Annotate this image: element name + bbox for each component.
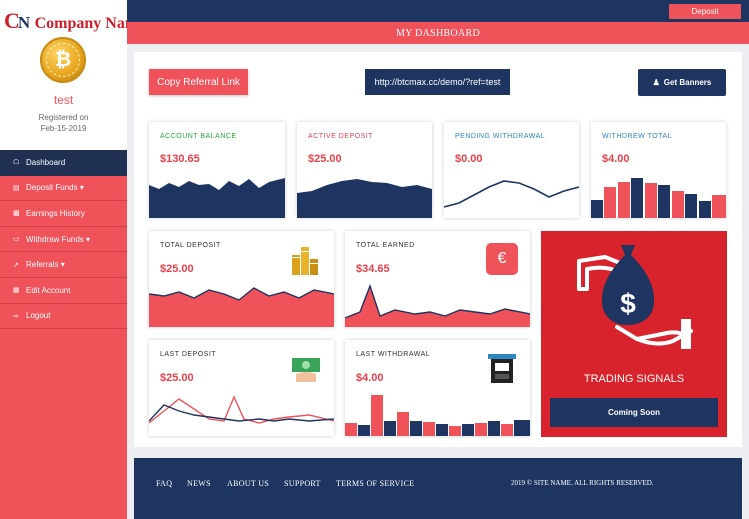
line-chart <box>444 180 579 208</box>
copy-referral-link-button[interactable]: Copy Referral Link <box>149 69 248 95</box>
stat-card-last-deposit: LAST DEPOSIT $25.00 <box>149 340 334 436</box>
stat-value: $25.00 <box>160 372 194 384</box>
sidebar-item-earnings-history[interactable]: ▩ Earnings History <box>0 201 127 227</box>
stat-label: LAST DEPOSIT <box>160 351 217 358</box>
logo-mark: CN <box>4 8 30 33</box>
user-name: test <box>53 93 74 107</box>
page-title: MY DASHBOARD <box>127 22 749 44</box>
footer-link-faq[interactable]: FAQ <box>156 479 173 488</box>
footer-link-terms-of-service[interactable]: TERMS OF SERVICE <box>336 479 415 488</box>
svg-text:$: $ <box>620 288 636 319</box>
sidebar-item-dashboard[interactable]: ☖ Dashboard <box>0 150 127 176</box>
stat-label: LAST WITHDRAWAL <box>356 351 431 358</box>
stat-card-active-deposit: ACTIVE DEPOSIT $25.00 <box>297 122 432 218</box>
stat-card-withdrew-total: WITHDREW TOTAL $4.00 <box>591 122 726 218</box>
company-name: Company Name <box>34 15 146 32</box>
chevron-down-icon: ▾ <box>79 183 84 193</box>
stat-value: $0.00 <box>455 153 483 165</box>
stat-label: ACCOUNT BALANCE <box>160 133 237 140</box>
logo[interactable]: CN Company Name <box>4 8 146 33</box>
stat-label: ACTIVE DEPOSIT <box>308 133 373 140</box>
trading-signals-title: TRADING SIGNALS <box>583 373 685 385</box>
stat-value: $25.00 <box>308 153 342 165</box>
cash-hand-icon <box>292 358 320 382</box>
sidebar-profile: CN Company Name ₿ test Registered on Feb… <box>0 0 145 150</box>
bar-chart <box>345 395 530 436</box>
chevron-down-icon: ▾ <box>60 260 65 270</box>
bitcoin-coin-icon: ₿ <box>40 37 86 83</box>
sidebar-item-edit-account[interactable]: ▦ Edit Account <box>0 278 127 304</box>
bar-chart-icon: ▩ <box>13 210 20 218</box>
stat-card-last-withdrawal: LAST WITHDRAWAL $4.00 <box>345 340 530 436</box>
euro-wallet-icon: € <box>486 243 518 275</box>
sidebar-item-logout[interactable]: ⇨ Logout <box>0 304 127 330</box>
stat-value: $130.65 <box>160 153 200 165</box>
coin-stack-icon <box>292 247 318 275</box>
footer-link-support[interactable]: SUPPORT <box>284 479 321 488</box>
money-icon: ▭ <box>13 236 20 244</box>
referral-url[interactable]: http://btcmax.cc/demo/?ref=test <box>365 69 510 95</box>
users-icon: ♟ <box>652 78 660 87</box>
money-bag-hand-icon: $ <box>577 245 693 349</box>
stat-card-total-deposit: TOTAL DEPOSIT $25.00 <box>149 231 334 327</box>
area-chart <box>297 179 432 218</box>
footer-link-news[interactable]: NEWS <box>187 479 211 488</box>
sidebar: CN Company Name ₿ test Registered on Feb… <box>0 0 145 519</box>
coming-soon-button[interactable]: Coming Soon <box>550 398 718 427</box>
get-banners-button[interactable]: ♟ Get Banners <box>638 69 726 96</box>
line-chart <box>149 395 334 424</box>
footer <box>134 458 742 519</box>
stat-card-account-balance: ACCOUNT BALANCE $130.65 <box>149 122 285 218</box>
sidebar-item-deposit-funds[interactable]: ▤ Deposit Funds ▾ <box>0 176 127 202</box>
sidebar-item-referrals[interactable]: ↗ Referrals ▾ <box>0 252 127 278</box>
sign-out-icon: ⇨ <box>13 312 19 320</box>
area-chart <box>345 283 530 327</box>
sidebar-menu: ☖ Dashboard ▤ Deposit Funds ▾ ▩ Earnings Hi… <box>0 150 127 330</box>
external-link-icon: ↗ <box>13 261 19 269</box>
atm-icon <box>488 354 516 383</box>
sidebar-item-withdraw-funds[interactable]: ▭ Withdraw Funds ▾ <box>0 227 127 253</box>
stat-card-total-earned: TOTAL EARNED $34.65 € <box>345 231 530 327</box>
copyright: 2019 © SITE NAME. ALL RIGHTS RESERVED. <box>511 479 654 487</box>
id-card-icon: ▦ <box>13 287 20 295</box>
stat-label: TOTAL DEPOSIT <box>160 242 221 249</box>
area-chart <box>149 178 285 218</box>
bar-chart <box>591 178 726 218</box>
stat-value: $34.65 <box>356 263 390 275</box>
bank-icon: ▤ <box>13 184 20 192</box>
area-chart <box>149 287 334 327</box>
stat-value: $4.00 <box>356 372 384 384</box>
home-icon: ☖ <box>13 159 20 167</box>
stat-label: TOTAL EARNED <box>356 242 415 249</box>
stat-label: WITHDREW TOTAL <box>602 133 672 140</box>
stat-value: $4.00 <box>602 153 630 165</box>
trading-signals-card: $ TRADING SIGNALS Coming Soon <box>541 231 727 437</box>
stat-card-pending-withdrawal: PENDING WITHDRAWAL $0.00 <box>444 122 579 218</box>
footer-link-about-us[interactable]: ABOUT US <box>227 479 270 488</box>
registration-info: Registered on Feb-15-2019 <box>0 112 127 134</box>
deposit-button[interactable]: Deposit <box>669 4 741 19</box>
stat-label: PENDING WITHDRAWAL <box>455 133 546 140</box>
stat-value: $25.00 <box>160 263 194 275</box>
registered-date: Feb-15-2019 <box>40 124 87 133</box>
top-bar <box>127 0 749 22</box>
registered-label: Registered on <box>38 113 89 122</box>
chevron-down-icon: ▾ <box>86 234 91 244</box>
